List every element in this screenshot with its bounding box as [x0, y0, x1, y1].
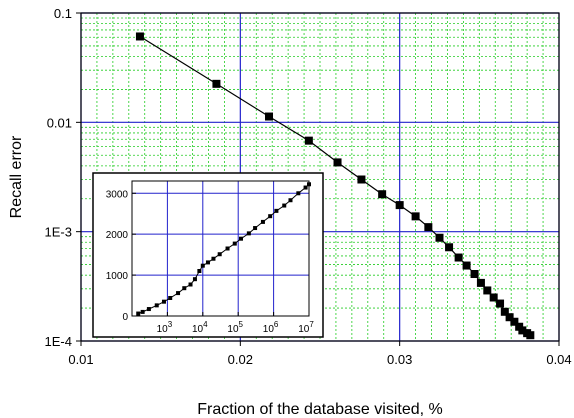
inset-y-tick-label: 1000 — [106, 271, 129, 282]
inset-data-point — [303, 185, 308, 190]
x-tick-label: 0.04 — [546, 352, 571, 367]
inset-data-point — [205, 260, 210, 265]
inset-y-tick-label: 3000 — [106, 189, 129, 200]
inset-y-tick-label: 2000 — [106, 230, 129, 241]
inset-y-tick-label: 0 — [122, 312, 128, 323]
data-point — [496, 299, 505, 308]
inset-ticks: 103 104 105 106 107 0 1000 2000 3000 — [106, 189, 315, 335]
y-axis-title: Recall error — [8, 135, 25, 218]
data-point — [424, 223, 433, 232]
x-tick-label: 0.01 — [68, 352, 93, 367]
inset-data-point — [136, 311, 141, 316]
inset-x-tick-label: 103 — [157, 320, 173, 335]
x-tick-label: 0.02 — [228, 352, 253, 367]
data-point — [304, 136, 313, 145]
data-point — [435, 233, 444, 242]
inset-x-tick-label: 104 — [192, 320, 208, 335]
data-point — [489, 293, 498, 302]
data-point — [333, 158, 342, 167]
data-point — [395, 201, 404, 210]
y-tick-label: 1E-3 — [45, 225, 72, 240]
inset-data-point — [288, 198, 293, 203]
inset-data-point — [161, 299, 166, 304]
inset-data-point — [232, 241, 237, 246]
data-point — [212, 79, 221, 88]
x-axis-title: Fraction of the database visited, % — [197, 401, 442, 418]
inset-data-point — [197, 269, 202, 273]
inset-box — [92, 172, 324, 338]
inset-data-point — [200, 263, 205, 268]
inset-data-point — [192, 277, 197, 282]
data-point — [518, 326, 527, 335]
inset-data-point — [146, 307, 151, 312]
inset-data-point — [182, 286, 187, 291]
x-tick-label: 0.03 — [387, 352, 412, 367]
data-point — [483, 286, 492, 295]
inset-plot: 103 104 105 106 107 0 1000 2000 3000 — [92, 172, 324, 338]
inset-data-point — [307, 182, 311, 187]
data-point — [505, 313, 514, 322]
data-point — [526, 331, 535, 340]
data-point — [470, 270, 479, 279]
inset-data-point — [211, 256, 216, 261]
inset-data-point — [188, 282, 193, 287]
data-point — [411, 212, 420, 221]
inset-data-point — [253, 226, 258, 231]
y-tick-label: 0.01 — [47, 115, 72, 130]
inset-data-point — [239, 236, 244, 241]
data-point — [500, 307, 509, 316]
y-tick-label: 1E-4 — [45, 334, 72, 349]
inset-x-tick-label: 106 — [263, 320, 279, 335]
inset-data-point — [225, 246, 230, 251]
data-point — [265, 112, 274, 121]
inset-x-tick-label: 105 — [227, 320, 243, 335]
data-point — [445, 243, 454, 252]
data-point — [476, 278, 485, 287]
data-point — [357, 175, 366, 184]
ticks: 0.01 0.02 0.03 0.04 0.1 0.01 1E-3 1E-4 — [45, 6, 572, 367]
data-point — [378, 190, 387, 199]
inset-x-tick-label: 107 — [298, 320, 314, 335]
inset-data-point — [274, 208, 279, 213]
inset-frame — [131, 180, 310, 317]
plot-frame — [80, 12, 560, 342]
data-point — [135, 32, 144, 41]
inset-data-point — [296, 191, 301, 196]
data-point — [510, 317, 519, 326]
inset-data-point — [246, 231, 251, 236]
inset-data-point — [176, 291, 181, 296]
inset-data-point — [268, 214, 273, 219]
inset-data-point — [217, 252, 222, 257]
inset-data-point — [154, 303, 159, 308]
inset-data-point — [168, 296, 173, 300]
data-point — [462, 261, 471, 270]
y-tick-label: 0.1 — [54, 6, 72, 21]
data-point — [454, 253, 463, 262]
inset-data-point — [282, 203, 287, 208]
inset-series-line — [138, 183, 310, 314]
inset-data-point — [260, 219, 265, 224]
inset-data-point — [140, 309, 145, 314]
